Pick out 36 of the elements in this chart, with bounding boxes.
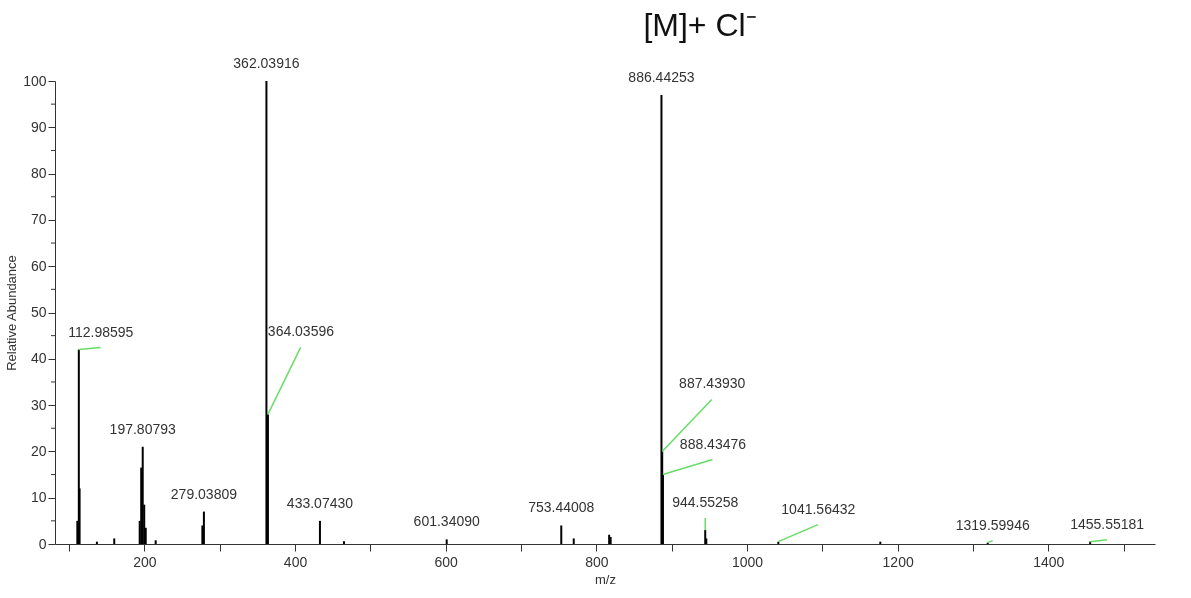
y-tick-label: 80 [30,165,47,182]
y-tick-label: 60 [30,257,47,274]
chart-title: [M]+ Cl⁻ [643,7,757,43]
x-tick-label: 600 [434,553,459,570]
x-tick-label: 1400 [1033,553,1065,570]
annotation: 279.03809 [170,485,238,502]
annotation: 753.44008 [528,499,595,516]
y-tick-label: 40 [30,350,47,367]
annotation: 362.03916 [233,55,300,71]
annotation: 1455.55181 [1070,515,1145,532]
y-tick-label: 90 [30,118,47,135]
x-tick-label: 1000 [731,553,764,570]
y-tick-label: 10 [30,489,47,506]
annotation: 112.98595 [68,323,134,340]
annotation: 888.43476 [679,435,747,452]
annotation: 1319.59946 [955,516,1030,533]
x-tick-label: 800 [585,553,609,570]
y-tick-label: 0 [38,535,47,552]
annotation: 364.03596 [267,323,335,340]
annotation: 601.34090 [413,513,480,530]
annotation: 1041.56432 [781,500,856,517]
y-tick-label: 30 [30,396,47,413]
annotation: 433.07430 [286,494,354,511]
annotation: 944.55258 [672,494,739,511]
x-tick-label: 400 [283,553,308,570]
annotation: 886.44253 [628,68,695,85]
x-tick-label: 1200 [882,553,914,570]
y-tick-label: 50 [30,304,47,320]
y-tick-label: 100 [23,72,47,89]
y-tick-label: 70 [30,211,47,228]
y-tick-label: 20 [30,442,47,459]
y-axis-title: Relative Abundance [4,255,20,371]
annotation: 197.80793 [109,420,177,437]
annotation: 887.43930 [679,375,746,392]
x-tick-label: 200 [133,553,157,570]
x-axis-title: m/z [595,571,616,587]
